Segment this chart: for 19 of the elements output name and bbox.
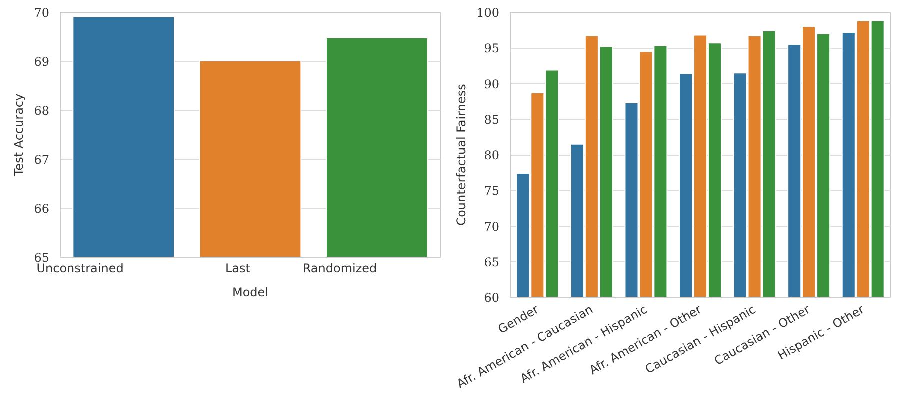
y-tick-label: 68 <box>34 104 50 118</box>
y-tick-label: 75 <box>484 184 500 198</box>
x-tick-label: Last <box>226 262 251 276</box>
x-axis-title: Model <box>232 286 269 300</box>
y-tick-label: 60 <box>484 291 500 305</box>
y-tick-label: 70 <box>34 6 50 20</box>
y-tick-label: 95 <box>484 42 500 56</box>
y-tick-label: 90 <box>484 77 500 92</box>
y-tick-label: 67 <box>34 153 50 167</box>
y-tick-label: 69 <box>34 55 50 69</box>
y-tick-label: 85 <box>484 112 500 127</box>
x-tick-label: Randomized <box>302 262 378 276</box>
y-tick-label: 80 <box>484 148 500 162</box>
y-tick-label: 70 <box>484 220 500 234</box>
y-axis-title: Counterfactual Fairness <box>454 84 469 226</box>
y-tick-label: 66 <box>34 202 50 216</box>
y-axis-title: Test Accuracy <box>12 94 26 178</box>
y-tick-label: 100 <box>476 6 500 20</box>
y-tick-label: 65 <box>484 255 500 270</box>
